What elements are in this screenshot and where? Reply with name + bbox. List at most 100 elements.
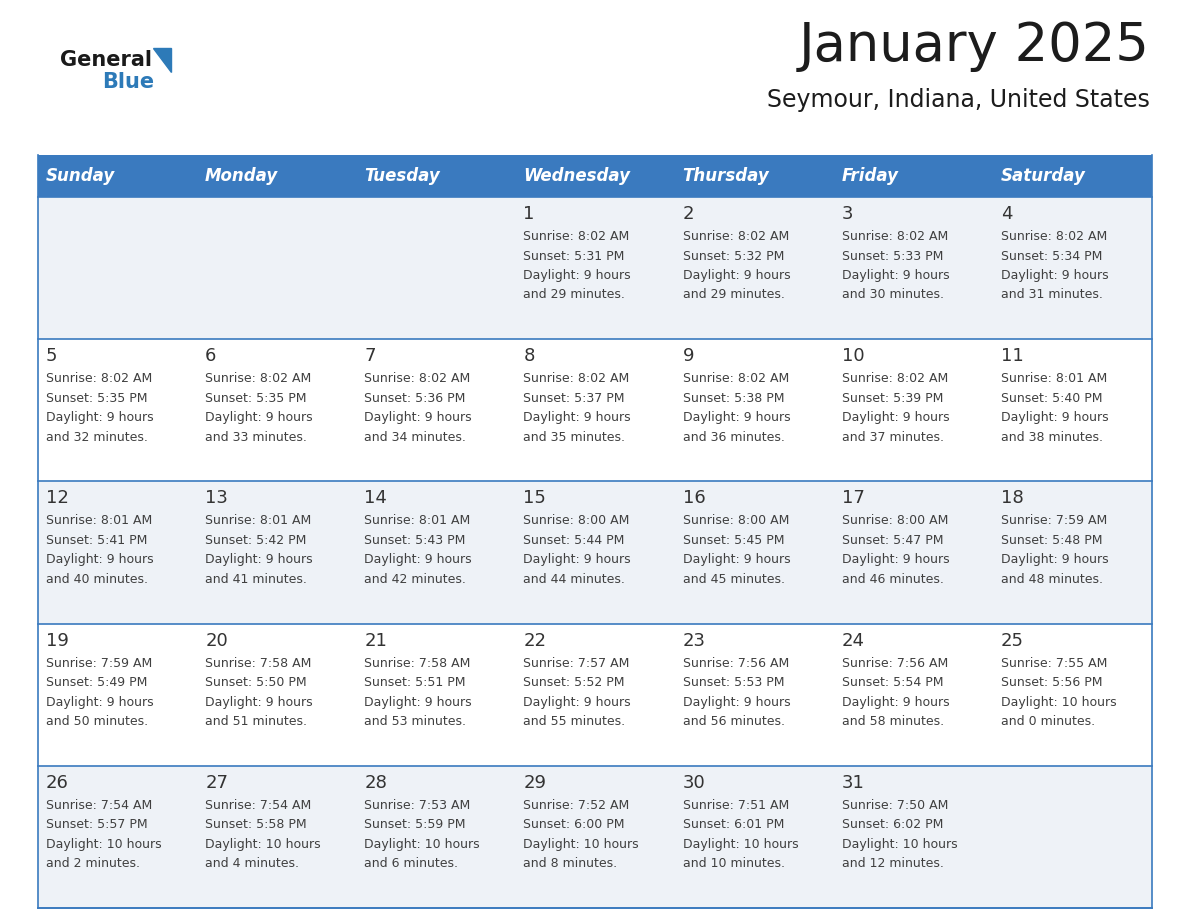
Bar bbox=[993, 339, 1152, 481]
Text: and 34 minutes.: and 34 minutes. bbox=[365, 431, 466, 443]
Text: Sunrise: 8:02 AM: Sunrise: 8:02 AM bbox=[683, 372, 789, 386]
Text: Sunset: 5:32 PM: Sunset: 5:32 PM bbox=[683, 250, 784, 263]
Bar bbox=[356, 766, 516, 908]
Text: and 40 minutes.: and 40 minutes. bbox=[46, 573, 148, 586]
Text: and 55 minutes.: and 55 minutes. bbox=[524, 715, 626, 728]
Text: Daylight: 10 hours: Daylight: 10 hours bbox=[1000, 696, 1117, 709]
Text: Sunset: 5:34 PM: Sunset: 5:34 PM bbox=[1000, 250, 1102, 263]
Bar bbox=[834, 623, 993, 766]
Text: Sunset: 6:02 PM: Sunset: 6:02 PM bbox=[842, 818, 943, 832]
Text: 24: 24 bbox=[842, 632, 865, 650]
Text: Daylight: 9 hours: Daylight: 9 hours bbox=[46, 696, 153, 709]
Text: Daylight: 10 hours: Daylight: 10 hours bbox=[524, 838, 639, 851]
Text: Daylight: 9 hours: Daylight: 9 hours bbox=[842, 411, 949, 424]
Bar bbox=[516, 339, 675, 481]
Bar bbox=[993, 481, 1152, 623]
Text: Daylight: 9 hours: Daylight: 9 hours bbox=[524, 411, 631, 424]
Text: and 37 minutes.: and 37 minutes. bbox=[842, 431, 943, 443]
Text: Seymour, Indiana, United States: Seymour, Indiana, United States bbox=[767, 88, 1150, 112]
Text: Sunset: 6:00 PM: Sunset: 6:00 PM bbox=[524, 818, 625, 832]
Bar bbox=[38, 766, 197, 908]
Text: 30: 30 bbox=[683, 774, 706, 792]
Text: Sunset: 5:44 PM: Sunset: 5:44 PM bbox=[524, 534, 625, 547]
Bar bbox=[675, 197, 834, 339]
Text: Sunrise: 7:56 AM: Sunrise: 7:56 AM bbox=[842, 656, 948, 669]
Text: Sunrise: 8:01 AM: Sunrise: 8:01 AM bbox=[46, 514, 152, 528]
Text: and 10 minutes.: and 10 minutes. bbox=[683, 857, 784, 870]
Text: and 38 minutes.: and 38 minutes. bbox=[1000, 431, 1102, 443]
Text: and 32 minutes.: and 32 minutes. bbox=[46, 431, 147, 443]
Bar bbox=[516, 197, 675, 339]
Text: Sunset: 5:33 PM: Sunset: 5:33 PM bbox=[842, 250, 943, 263]
Bar bbox=[38, 623, 197, 766]
Text: Sunrise: 7:58 AM: Sunrise: 7:58 AM bbox=[365, 656, 470, 669]
Text: 16: 16 bbox=[683, 489, 706, 508]
Bar bbox=[993, 623, 1152, 766]
Text: 21: 21 bbox=[365, 632, 387, 650]
Text: and 45 minutes.: and 45 minutes. bbox=[683, 573, 784, 586]
Text: Sunset: 5:48 PM: Sunset: 5:48 PM bbox=[1000, 534, 1102, 547]
Text: Sunrise: 7:54 AM: Sunrise: 7:54 AM bbox=[206, 799, 311, 812]
Text: General: General bbox=[61, 50, 152, 70]
Text: Sunset: 5:37 PM: Sunset: 5:37 PM bbox=[524, 392, 625, 405]
Text: 23: 23 bbox=[683, 632, 706, 650]
Text: 22: 22 bbox=[524, 632, 546, 650]
Text: Daylight: 9 hours: Daylight: 9 hours bbox=[683, 554, 790, 566]
Text: and 36 minutes.: and 36 minutes. bbox=[683, 431, 784, 443]
Text: Daylight: 10 hours: Daylight: 10 hours bbox=[365, 838, 480, 851]
Text: 1: 1 bbox=[524, 205, 535, 223]
Text: Sunrise: 8:00 AM: Sunrise: 8:00 AM bbox=[524, 514, 630, 528]
Text: 7: 7 bbox=[365, 347, 375, 365]
Text: 9: 9 bbox=[683, 347, 694, 365]
Bar bbox=[356, 155, 516, 197]
Text: Sunrise: 8:02 AM: Sunrise: 8:02 AM bbox=[524, 372, 630, 386]
Text: Sunrise: 7:51 AM: Sunrise: 7:51 AM bbox=[683, 799, 789, 812]
Bar bbox=[197, 197, 356, 339]
Text: and 48 minutes.: and 48 minutes. bbox=[1000, 573, 1102, 586]
Text: Sunrise: 7:52 AM: Sunrise: 7:52 AM bbox=[524, 799, 630, 812]
Text: 17: 17 bbox=[842, 489, 865, 508]
Text: Daylight: 9 hours: Daylight: 9 hours bbox=[365, 411, 472, 424]
Bar bbox=[834, 339, 993, 481]
Text: 4: 4 bbox=[1000, 205, 1012, 223]
Text: 12: 12 bbox=[46, 489, 69, 508]
Bar bbox=[356, 197, 516, 339]
Text: Wednesday: Wednesday bbox=[524, 167, 631, 185]
Text: Sunset: 5:53 PM: Sunset: 5:53 PM bbox=[683, 676, 784, 689]
Text: Sunrise: 7:58 AM: Sunrise: 7:58 AM bbox=[206, 656, 311, 669]
Bar bbox=[197, 623, 356, 766]
Text: Daylight: 9 hours: Daylight: 9 hours bbox=[524, 554, 631, 566]
Text: Sunset: 5:52 PM: Sunset: 5:52 PM bbox=[524, 676, 625, 689]
Text: and 31 minutes.: and 31 minutes. bbox=[1000, 288, 1102, 301]
Text: 28: 28 bbox=[365, 774, 387, 792]
Bar bbox=[675, 623, 834, 766]
Text: Sunrise: 7:57 AM: Sunrise: 7:57 AM bbox=[524, 656, 630, 669]
Text: 5: 5 bbox=[46, 347, 57, 365]
Text: Sunrise: 8:01 AM: Sunrise: 8:01 AM bbox=[365, 514, 470, 528]
Text: 20: 20 bbox=[206, 632, 228, 650]
Text: and 0 minutes.: and 0 minutes. bbox=[1000, 715, 1095, 728]
Text: Sunrise: 8:02 AM: Sunrise: 8:02 AM bbox=[46, 372, 152, 386]
Bar bbox=[516, 481, 675, 623]
Text: Sunset: 5:58 PM: Sunset: 5:58 PM bbox=[206, 818, 307, 832]
Text: and 30 minutes.: and 30 minutes. bbox=[842, 288, 943, 301]
Bar bbox=[675, 155, 834, 197]
Text: Daylight: 9 hours: Daylight: 9 hours bbox=[1000, 269, 1108, 282]
Text: Sunrise: 7:53 AM: Sunrise: 7:53 AM bbox=[365, 799, 470, 812]
Text: January 2025: January 2025 bbox=[800, 20, 1150, 72]
Text: 3: 3 bbox=[842, 205, 853, 223]
Text: 25: 25 bbox=[1000, 632, 1024, 650]
Text: and 29 minutes.: and 29 minutes. bbox=[683, 288, 784, 301]
Text: Thursday: Thursday bbox=[683, 167, 770, 185]
Text: Sunset: 5:36 PM: Sunset: 5:36 PM bbox=[365, 392, 466, 405]
Text: Daylight: 9 hours: Daylight: 9 hours bbox=[365, 696, 472, 709]
Text: Daylight: 9 hours: Daylight: 9 hours bbox=[683, 696, 790, 709]
Text: Sunset: 5:50 PM: Sunset: 5:50 PM bbox=[206, 676, 307, 689]
Text: Sunrise: 8:00 AM: Sunrise: 8:00 AM bbox=[683, 514, 789, 528]
Bar bbox=[38, 155, 197, 197]
Text: Daylight: 9 hours: Daylight: 9 hours bbox=[46, 554, 153, 566]
Text: Sunrise: 8:02 AM: Sunrise: 8:02 AM bbox=[842, 230, 948, 243]
Text: 27: 27 bbox=[206, 774, 228, 792]
Bar bbox=[675, 766, 834, 908]
Text: and 50 minutes.: and 50 minutes. bbox=[46, 715, 148, 728]
